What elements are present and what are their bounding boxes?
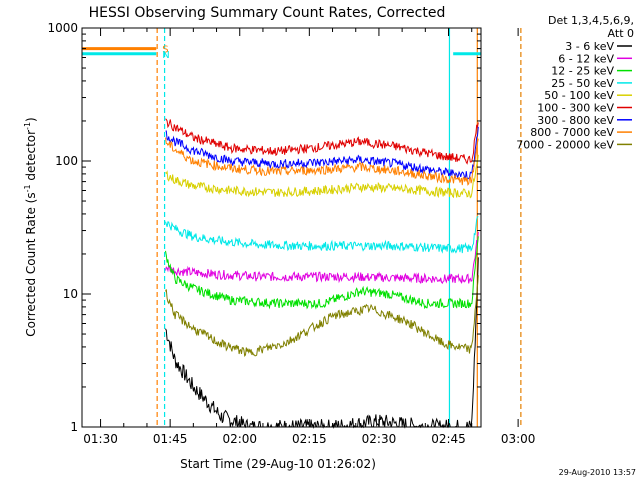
y-tick-label: 1000 bbox=[47, 21, 78, 35]
x-tick-label: 03:00 bbox=[501, 432, 536, 446]
chart-title: HESSI Observing Summary Count Rates, Cor… bbox=[89, 5, 446, 21]
y-tick-label: 100 bbox=[55, 154, 78, 168]
series-line-12-25-kev bbox=[165, 236, 479, 310]
legend-header-line: Att 0 bbox=[608, 27, 634, 40]
x-tick-label: 02:00 bbox=[222, 432, 257, 446]
flag-label-n: N bbox=[162, 50, 169, 61]
series-line-7000-20000-kev bbox=[165, 275, 479, 357]
series-line-6-12-kev bbox=[165, 231, 479, 285]
timestamp: 29-Aug-2010 13:57 bbox=[559, 468, 636, 477]
y-axis-label: Corrected Count Rate (s-1 detector-1) bbox=[23, 117, 38, 336]
legend-label-50-100-kev: 50 - 100 keV bbox=[544, 89, 614, 102]
marker-lines bbox=[156, 28, 522, 427]
series-line-300-800-kev bbox=[165, 126, 479, 180]
flag-label-s: S bbox=[162, 45, 168, 56]
series-line-100-300-kev bbox=[165, 118, 479, 165]
x-tick-label: 01:45 bbox=[153, 432, 188, 446]
legend-label-6-12-kev: 6 - 12 keV bbox=[558, 52, 614, 65]
series-lines bbox=[165, 118, 479, 429]
series-line-800-7000-kev bbox=[165, 137, 479, 186]
plot-frame bbox=[81, 27, 482, 428]
y-tick-label: 10 bbox=[63, 287, 78, 301]
axes: 01:30 01:45 02:00 02:15 02:30 02:45 03:00 1 10 10… bbox=[47, 21, 535, 446]
legend-header-line: Det 1,3,4,5,6,9, bbox=[548, 14, 634, 27]
legend-label-300-800-kev: 300 - 800 keV bbox=[537, 114, 614, 127]
y-axis-label-part: ) bbox=[24, 117, 38, 122]
legend-label-100-300-kev: 100 - 300 keV bbox=[537, 102, 614, 115]
x-axis-label: Start Time (29-Aug-10 01:26:02) bbox=[180, 457, 376, 471]
legend-label-25-50-kev: 25 - 50 keV bbox=[551, 77, 614, 90]
series-line-50-100-kev bbox=[165, 154, 479, 199]
x-tick-label: 02:15 bbox=[292, 432, 327, 446]
legend-label-12-25-kev: 12 - 25 keV bbox=[551, 65, 614, 78]
y-axis-label-sup: -1 bbox=[23, 122, 32, 130]
y-axis-label-part: Corrected Count Rate (s bbox=[24, 192, 38, 336]
x-tick-label: 02:45 bbox=[431, 432, 466, 446]
legend-label-7000-20000-kev: 7000 - 20000 keV bbox=[516, 138, 614, 151]
x-tick-label: 01:30 bbox=[83, 432, 118, 446]
y-tick-label: 1 bbox=[70, 420, 78, 434]
legend-label-800-7000-kev: 800 - 7000 keV bbox=[530, 126, 614, 139]
y-axis-label-sup: -1 bbox=[23, 184, 32, 192]
legend-label-3-6-kev: 3 - 6 keV bbox=[565, 40, 614, 53]
y-axis-label-part: detector bbox=[24, 130, 38, 185]
series-line-25-50-kev bbox=[165, 216, 479, 254]
observing-flags: SN bbox=[82, 45, 481, 61]
x-tick-label: 02:30 bbox=[362, 432, 397, 446]
